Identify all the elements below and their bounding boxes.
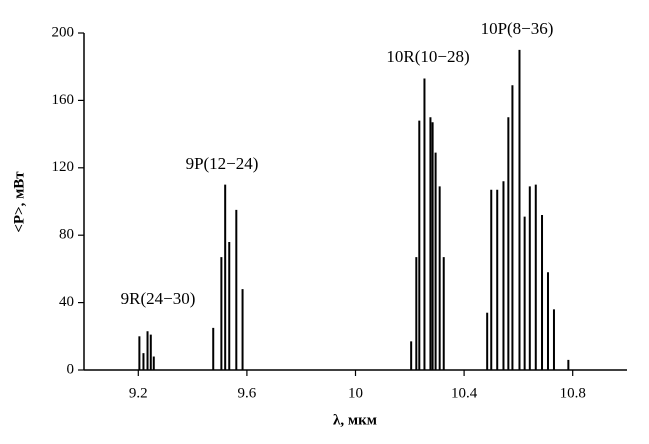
group-label: 9R(24−30)	[121, 289, 196, 308]
x-tick-label: 10.4	[451, 385, 478, 401]
y-tick-label: 40	[59, 294, 74, 310]
y-tick-label: 120	[52, 159, 75, 175]
group-label: 9P(12−24)	[186, 154, 259, 173]
y-tick-label: 200	[52, 24, 75, 40]
group-label: 10P(8−36)	[481, 19, 554, 38]
x-axis-label: λ, мкм	[333, 412, 377, 428]
y-tick-label: 0	[67, 361, 75, 377]
group-label: 10R(10−28)	[386, 47, 469, 66]
x-tick-label: 10	[348, 385, 363, 401]
y-tick-label: 80	[59, 227, 74, 243]
x-tick-label: 10.8	[560, 385, 586, 401]
y-axis-label: <P>, мВт	[11, 171, 27, 233]
y-tick-label: 160	[52, 92, 75, 108]
x-tick-label: 9.2	[129, 385, 148, 401]
x-tick-label: 9.6	[238, 385, 257, 401]
